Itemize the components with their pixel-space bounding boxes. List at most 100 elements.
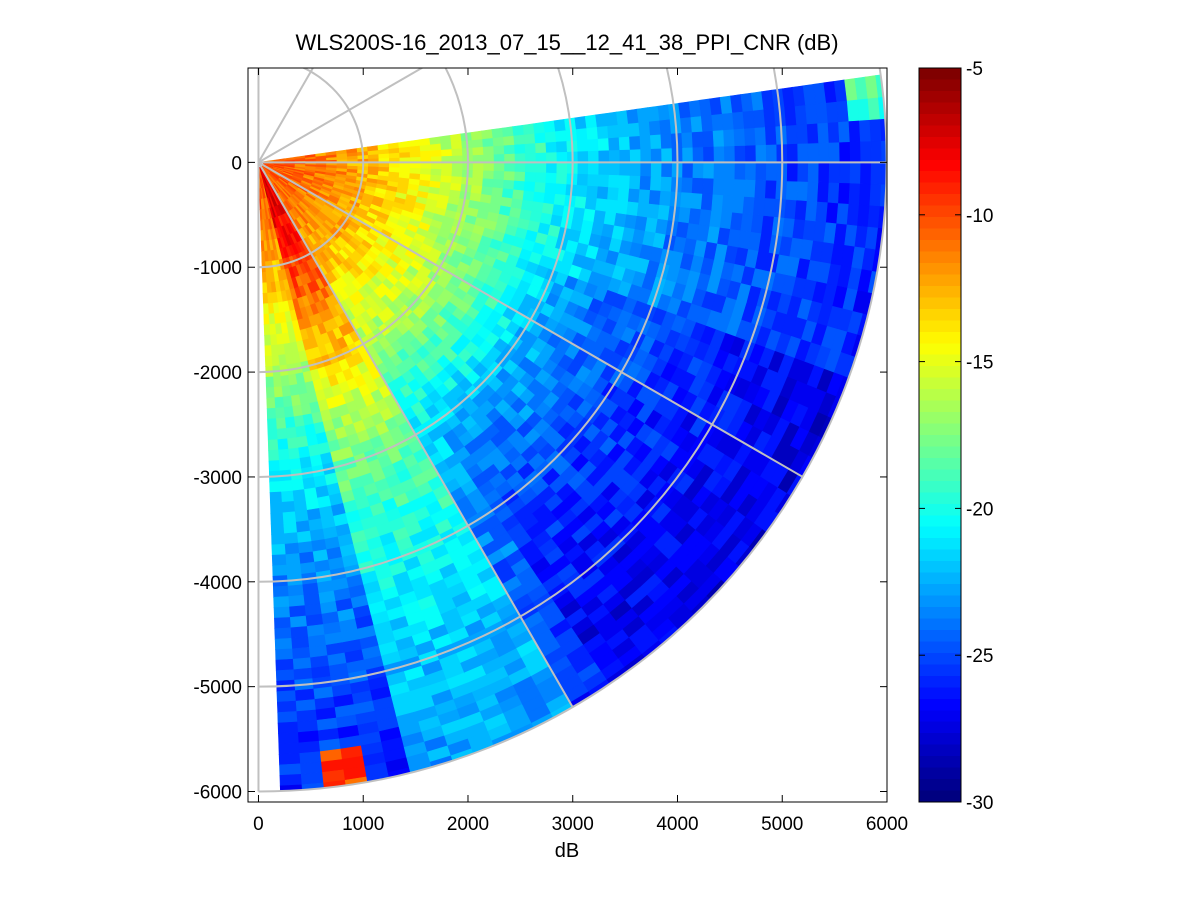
heatmap-cell: [291, 478, 305, 492]
heatmap-cell: [483, 162, 495, 171]
heatmap-cell: [742, 109, 756, 129]
heatmap-cell: [275, 648, 294, 661]
heatmap-cell: [543, 192, 556, 205]
heatmap-cell: [574, 195, 587, 209]
heatmap-cell: [533, 121, 546, 134]
heatmap-cell: [535, 171, 547, 183]
heatmap-cell: [277, 438, 289, 451]
heatmap-cell: [481, 129, 494, 140]
heatmap-cell: [470, 184, 483, 195]
y-tick-label: -6000: [193, 783, 242, 804]
x-tick-label: 3000: [552, 814, 594, 835]
heatmap-cell: [275, 407, 286, 419]
heatmap-cell: [846, 98, 860, 122]
heatmap-cell: [595, 197, 608, 212]
heatmap-cell: [815, 102, 829, 124]
heatmap-cell: [869, 118, 882, 142]
heatmap-cell: [276, 700, 298, 713]
heatmap-cell: [302, 582, 320, 596]
heatmap-cell: [270, 522, 285, 535]
heatmap-cell: [555, 172, 568, 185]
colorbar-tick-label: -20: [966, 499, 993, 520]
heatmap-cell: [292, 657, 312, 671]
heatmap-cell: [531, 200, 545, 213]
heatmap-cell: [472, 146, 484, 156]
heatmap-cell: [268, 449, 280, 462]
heatmap-cell: [555, 129, 568, 142]
heatmap-cell: [289, 615, 308, 629]
heatmap-cell: [298, 740, 321, 754]
heatmap-cell: [763, 197, 777, 217]
heatmap-cell: [690, 192, 703, 210]
heatmap-cell: [587, 150, 600, 163]
heatmap-cell: [546, 151, 558, 163]
heatmap-cell: [605, 198, 619, 214]
heatmap-cell: [661, 162, 673, 178]
heatmap-cell: [744, 162, 757, 181]
heatmap-cell: [640, 148, 652, 163]
heatmap-cell: [617, 123, 630, 138]
heatmap-cell: [817, 122, 830, 144]
heatmap-cell: [296, 530, 313, 544]
heatmap-cell: [786, 162, 799, 182]
y-tick-label: -2000: [193, 363, 242, 384]
heatmap-cell: [263, 313, 271, 326]
heatmap-cell: [678, 101, 692, 119]
heatmap-cell: [586, 185, 599, 199]
heatmap-cell: [399, 166, 411, 174]
heatmap-cell: [284, 532, 299, 545]
heatmap-cell: [627, 122, 641, 137]
colorbar-box: [918, 67, 962, 803]
heatmap-cell: [278, 742, 301, 755]
heatmap-cell: [596, 125, 609, 139]
heatmap-cell: [734, 145, 746, 163]
heatmap-cell: [825, 101, 839, 123]
heatmap-cell: [661, 147, 673, 163]
heatmap-cell: [721, 112, 735, 131]
heatmap-cell: [870, 162, 883, 185]
colorbar-tick-label: -25: [966, 646, 993, 667]
heatmap-cell: [597, 173, 610, 188]
heatmap-cell: [657, 104, 671, 121]
heatmap-cell: [293, 667, 314, 681]
heatmap-cell: [398, 140, 410, 148]
heatmap-cell: [607, 124, 620, 139]
heatmap-cell: [617, 187, 630, 202]
heatmap-cell: [535, 141, 547, 154]
heatmap-cell: [264, 355, 274, 368]
heatmap-cell: [607, 186, 620, 201]
heatmap-cell: [271, 533, 286, 546]
heatmap-cell: [277, 721, 299, 734]
heatmap-cell: [304, 487, 318, 501]
heatmap-cell: [534, 181, 547, 193]
heatmap-cell: [815, 201, 829, 223]
heatmap-cell: [836, 202, 850, 225]
heatmap-cell: [555, 140, 568, 153]
heatmap-cell: [690, 115, 703, 133]
heatmap-cell: [471, 138, 484, 148]
heatmap-cell: [268, 460, 281, 472]
heatmap-cell: [639, 175, 652, 191]
heatmap-cell: [266, 397, 276, 409]
heatmap-cell: [733, 178, 746, 197]
heatmap-cell: [732, 111, 745, 130]
heatmap-cell: [450, 175, 463, 185]
heatmap-cell: [870, 140, 883, 163]
heatmap-cell: [273, 386, 284, 399]
heatmap-cell: [299, 551, 315, 565]
heatmap-cell: [806, 122, 819, 144]
heatmap-cell: [650, 162, 663, 177]
heatmap-cell: [638, 188, 651, 204]
heatmap-cell: [700, 114, 714, 132]
heatmap-cell: [807, 142, 820, 163]
grid-spoke: [257, 161, 574, 708]
heatmap-cell: [439, 135, 452, 144]
heatmap-cell: [608, 136, 621, 151]
heatmap-cell: [278, 753, 301, 766]
heatmap-cell: [541, 202, 555, 215]
heatmap-cell: [744, 144, 757, 163]
heatmap-cell: [586, 126, 599, 140]
heatmap-cell: [796, 180, 809, 202]
